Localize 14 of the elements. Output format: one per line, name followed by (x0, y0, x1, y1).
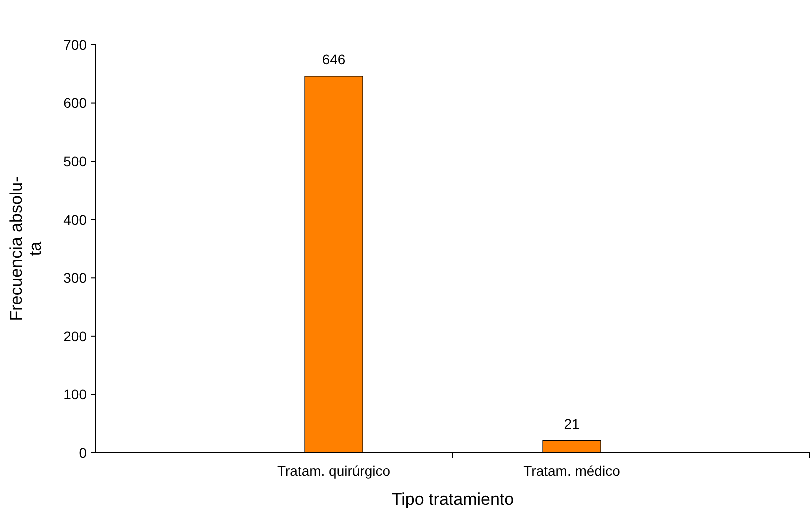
x-tick-label: Tratam. quirúrgico (277, 463, 391, 479)
y-tick-label: 200 (64, 328, 88, 344)
data-label: 21 (564, 416, 580, 432)
data-label: 646 (322, 51, 346, 68)
y-axis-title: Frecuencia absolu- ta (7, 176, 45, 322)
y-tick-label: 400 (64, 212, 88, 228)
x-tick-label: Tratam. médico (524, 463, 621, 479)
y-tick-label: 700 (64, 36, 88, 53)
y-tick-label: 0 (79, 444, 88, 461)
y-tick-label: 600 (64, 95, 88, 112)
x-axis-title: Tipo tratamiento (392, 490, 514, 509)
y-tick-label: 100 (64, 386, 88, 403)
y-tick-label: 300 (64, 270, 88, 286)
y-tick-label: 500 (64, 153, 88, 170)
